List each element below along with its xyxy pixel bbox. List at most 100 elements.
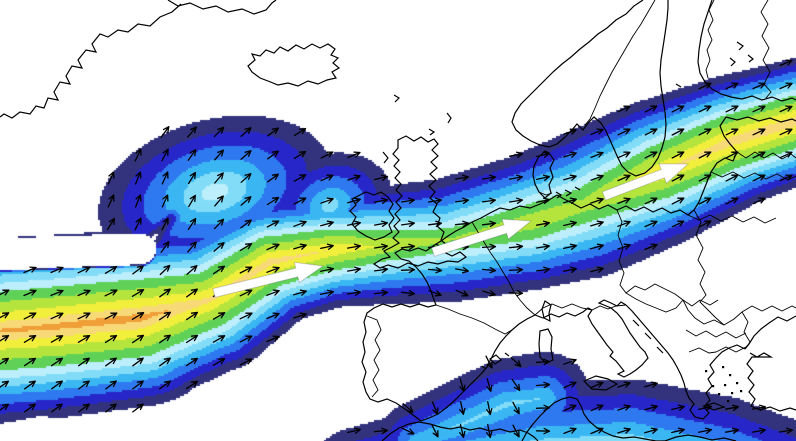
wind-direction-arrow: [212, 265, 226, 275]
wind-direction-arrow: [724, 427, 740, 435]
wind-direction-arrow: [535, 381, 551, 389]
island-dot: [724, 384, 727, 387]
coastline-aland-islands: [675, 83, 682, 88]
island-dot: [731, 392, 734, 395]
wind-direction-arrow: [161, 148, 169, 162]
wind-direction-arrow: [24, 380, 36, 390]
wind-direction-arrow: [0, 357, 10, 365]
wind-direction-arrow: [590, 381, 604, 389]
wind-direction-arrow: [535, 427, 551, 435]
wind-direction-arrow: [751, 427, 767, 435]
wind-direction-arrow: [161, 217, 169, 231]
wind-direction-arrow: [293, 243, 307, 250]
coastline-mallorca: [489, 354, 502, 365]
wind-direction-arrow: [778, 427, 794, 435]
wind-direction-arrow: [617, 427, 631, 434]
wind-direction-arrow: [240, 196, 252, 206]
coastline-greenland-north: [167, 0, 277, 15]
wind-direction-arrow: [158, 311, 172, 321]
wind-direction-arrow: [266, 266, 280, 273]
wind-direction-arrow: [779, 82, 793, 90]
coastline-sicily: [582, 375, 619, 391]
wind-direction-arrow: [536, 174, 550, 181]
wind-direction-arrow: [319, 289, 335, 297]
wind-direction-arrow: [400, 220, 416, 228]
wind-direction-arrow: [617, 404, 631, 411]
wind-direction-arrow: [266, 289, 280, 296]
wind-direction-arrow: [401, 427, 415, 435]
wind-direction-arrow: [698, 105, 712, 113]
wind-direction-arrow: [346, 266, 362, 274]
wind-direction-arrow: [159, 264, 171, 276]
wind-direction-arrow: [240, 150, 252, 160]
border-sweden-finland: [705, 0, 715, 79]
wind-direction-arrow: [186, 265, 198, 275]
wind-direction-arrow: [293, 197, 307, 205]
wind-direction-arrow: [214, 195, 224, 207]
wind-direction-arrow: [346, 243, 362, 251]
wind-direction-arrow: [644, 105, 658, 113]
coastline-finnish-lakes-1: [736, 41, 744, 51]
wind-direction-arrow: [671, 151, 685, 159]
wind-direction-arrow: [590, 174, 604, 181]
wind-direction-arrow: [481, 266, 497, 274]
wind-direction-arrow: [50, 357, 64, 367]
wind-direction-arrow: [132, 403, 144, 413]
wind-direction-arrow: [617, 243, 631, 250]
wind-direction-arrow: [24, 403, 36, 413]
wind-direction-arrow: [454, 220, 470, 228]
wind-direction-arrow: [267, 150, 279, 160]
wind-direction-arrow: [105, 380, 117, 390]
coastline-hebrides: [382, 151, 389, 164]
wind-direction-arrow: [185, 380, 199, 390]
coastline-finnish-lakes-2: [747, 54, 754, 63]
coastline-danish-isles-3: [574, 186, 581, 191]
wind-direction-arrow: [617, 381, 631, 388]
wind-direction-arrow: [400, 197, 416, 205]
wind-direction-arrow: [752, 174, 766, 182]
coastline-baltic-south-coast: [556, 116, 738, 216]
wind-direction-arrow: [535, 220, 551, 228]
wind-direction-arrow: [644, 381, 658, 388]
wind-direction-arrow: [508, 289, 524, 297]
wind-direction-arrow: [752, 197, 766, 205]
wind-direction-arrow: [671, 105, 685, 113]
island-dot: [727, 400, 730, 403]
wind-direction-arrow: [562, 266, 578, 274]
wind-direction-arrow: [107, 194, 115, 208]
wind-direction-arrow: [132, 265, 144, 275]
wind-direction-arrow: [459, 378, 466, 392]
wind-direction-arrow: [134, 148, 142, 162]
wind-direction-arrow: [50, 312, 64, 320]
coastline-sardinia: [538, 328, 554, 364]
coastline-shetland: [446, 112, 452, 124]
wind-direction-arrow: [319, 266, 335, 274]
wind-direction-arrow: [644, 404, 658, 411]
wind-direction-arrow: [240, 219, 252, 229]
wind-direction-arrow: [563, 381, 577, 389]
wind-direction-arrow: [132, 357, 144, 367]
wind-direction-arrow: [644, 243, 658, 251]
wind-direction-arrow: [23, 312, 37, 320]
wind-direction-arrow: [77, 312, 91, 320]
wind-direction-arrow: [617, 174, 631, 182]
wind-direction-arrow: [481, 174, 497, 182]
wind-direction-arrow: [644, 220, 658, 228]
wind-direction-arrow: [590, 151, 604, 159]
wind-direction-arrow: [427, 197, 443, 205]
coastline-italy-boot: [587, 299, 649, 378]
wind-direction-arrow: [293, 220, 307, 227]
island-dot: [718, 393, 721, 396]
wind-direction-arrow: [159, 380, 171, 390]
wind-direction-arrow: [104, 266, 118, 274]
wind-direction-arrow: [187, 126, 197, 138]
wind-direction-arrow: [23, 357, 37, 367]
coastline-greenland-southeast: [0, 3, 182, 119]
jet-axis-arrow: [431, 218, 533, 257]
wind-direction-arrow: [671, 128, 685, 136]
wind-direction-arrow: [698, 151, 712, 159]
wind-direction-arrow: [78, 357, 90, 367]
wind-direction-arrow: [266, 220, 280, 228]
wind-direction-arrow: [214, 149, 224, 161]
coastline-danish-isles-2: [564, 189, 573, 197]
